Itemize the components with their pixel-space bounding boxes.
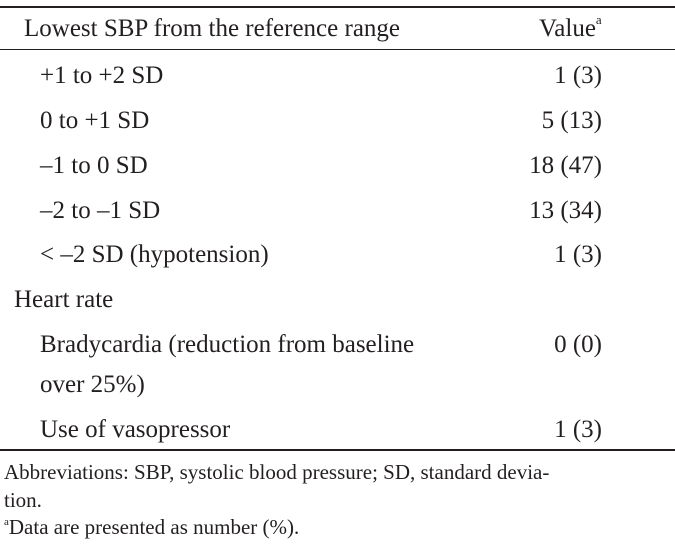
header-lowest-sbp: Lowest SBP from the reference range [24, 15, 401, 42]
section-heart-rate: Heart rate [14, 286, 114, 313]
footnote-abbreviations-line2: tion. [4, 488, 42, 512]
row-value-minus2-to-minus1: 13 (34) [529, 197, 602, 224]
row-label-bradycardia-line1: Bradycardia (reduction from baseline [40, 331, 415, 358]
row-label-plus1-to-plus2: +1 to +2 SD [40, 62, 164, 89]
row-label-hypotension: < –2 SD (hypotension) [40, 241, 269, 268]
table-header-rule [0, 49, 675, 50]
header-value: Valuea [539, 12, 602, 42]
table-bottom-rule [0, 449, 675, 451]
row-label-minus1-to-0: –1 to 0 SD [40, 152, 148, 179]
table-top-rule [0, 6, 675, 8]
row-value-0-to-plus1: 5 (13) [541, 107, 602, 134]
row-label-bradycardia-line2: over 25%) [40, 371, 145, 398]
row-label-minus2-to-minus1: –2 to –1 SD [40, 197, 161, 224]
footnote-abbreviations-line1: Abbreviations: SBP, systolic blood press… [4, 460, 550, 484]
footnote-mark: a [4, 516, 9, 528]
row-label-vasopressor: Use of vasopressor [40, 416, 231, 443]
row-value-minus1-to-0: 18 (47) [529, 152, 602, 179]
header-value-footnote-mark: a [595, 12, 602, 27]
row-value-vasopressor: 1 (3) [554, 416, 602, 443]
row-value-plus1-to-plus2: 1 (3) [554, 62, 602, 89]
row-value-bradycardia: 0 (0) [554, 331, 602, 358]
row-value-hypotension: 1 (3) [554, 241, 602, 268]
row-label-0-to-plus1: 0 to +1 SD [40, 107, 150, 134]
footnote-data-note: aData are presented as number (%). [4, 515, 300, 539]
